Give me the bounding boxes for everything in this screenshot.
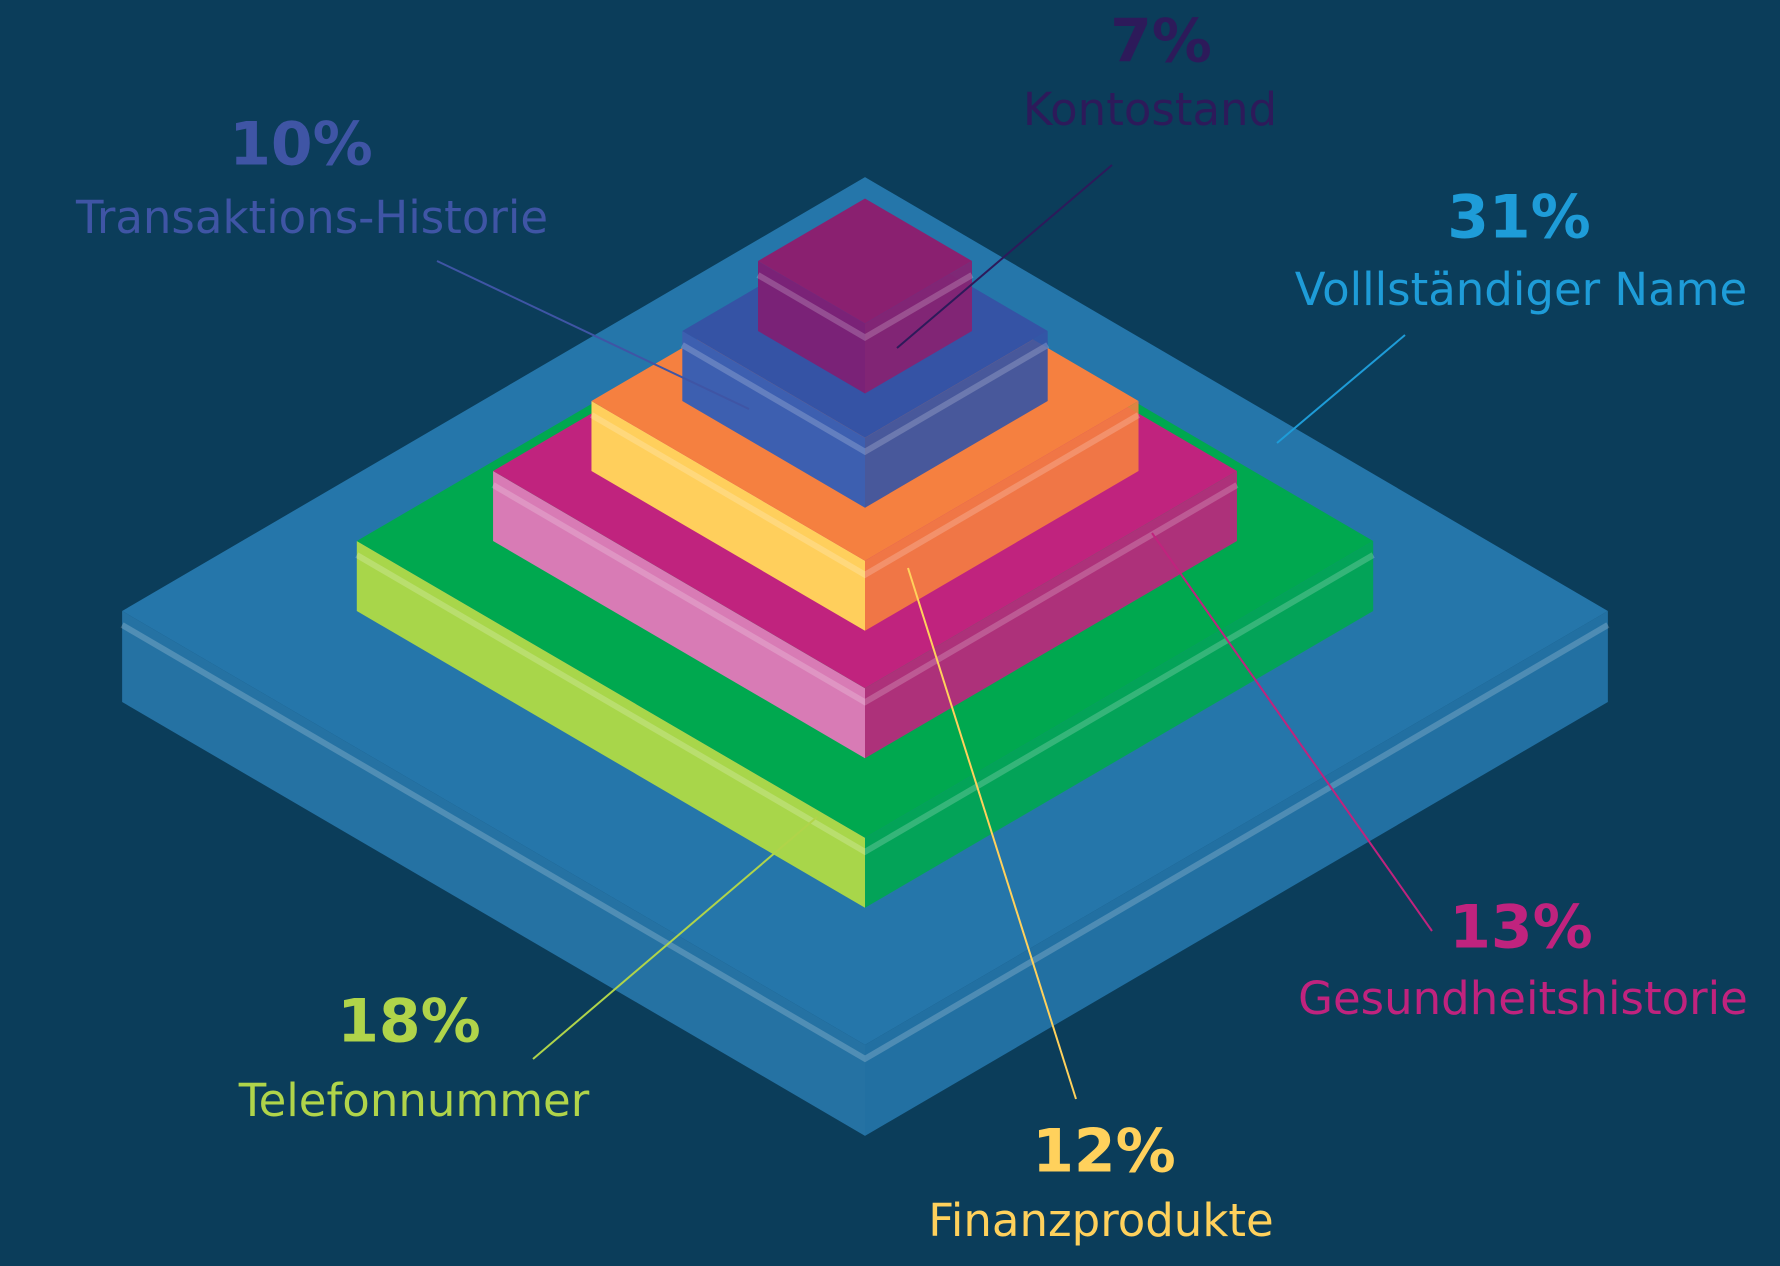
leader-line: [1276, 334, 1406, 444]
leader-line: [896, 164, 1113, 349]
layer-edge: [680, 342, 1050, 456]
value-label: 12%: [1032, 1117, 1176, 1187]
value-label: 18%: [337, 987, 481, 1057]
category-label: Volllständiger Name: [1295, 263, 1747, 316]
leader-line: [907, 567, 1077, 1100]
layer-side: [865, 611, 1608, 1136]
layer-side: [682, 331, 865, 508]
layer-edge: [491, 482, 1239, 706]
layer-side: [493, 471, 865, 759]
category-label: Kontostand: [1023, 83, 1277, 136]
layer-edge: [355, 552, 1375, 856]
layer-side: [356, 541, 865, 908]
layer-side: [865, 471, 1237, 759]
value-label: 10%: [229, 110, 373, 180]
layer-edge: [589, 412, 1141, 579]
layer-side: [122, 611, 865, 1136]
value-label: 31%: [1447, 183, 1591, 253]
leader-line: [436, 260, 750, 410]
category-label: Gesundheitshistorie: [1298, 972, 1748, 1025]
leader-line: [1151, 532, 1433, 932]
layer-side: [865, 401, 1139, 631]
layer-edge: [120, 622, 1610, 1063]
category-label: Telefonnummer: [238, 1074, 590, 1127]
layer-side: [865, 261, 972, 394]
value-label: 13%: [1449, 893, 1593, 963]
category-label: Transaktions-Historie: [75, 191, 548, 244]
category-label: Finanzprodukte: [928, 1194, 1273, 1247]
layer-side: [865, 331, 1048, 508]
layer-top: [758, 198, 972, 324]
layer-side: [865, 541, 1374, 908]
value-label: 7%: [1110, 7, 1212, 77]
layer-side: [591, 401, 865, 631]
leader-line: [532, 816, 818, 1060]
layer-edge: [756, 272, 974, 341]
layer-side: [758, 261, 865, 394]
